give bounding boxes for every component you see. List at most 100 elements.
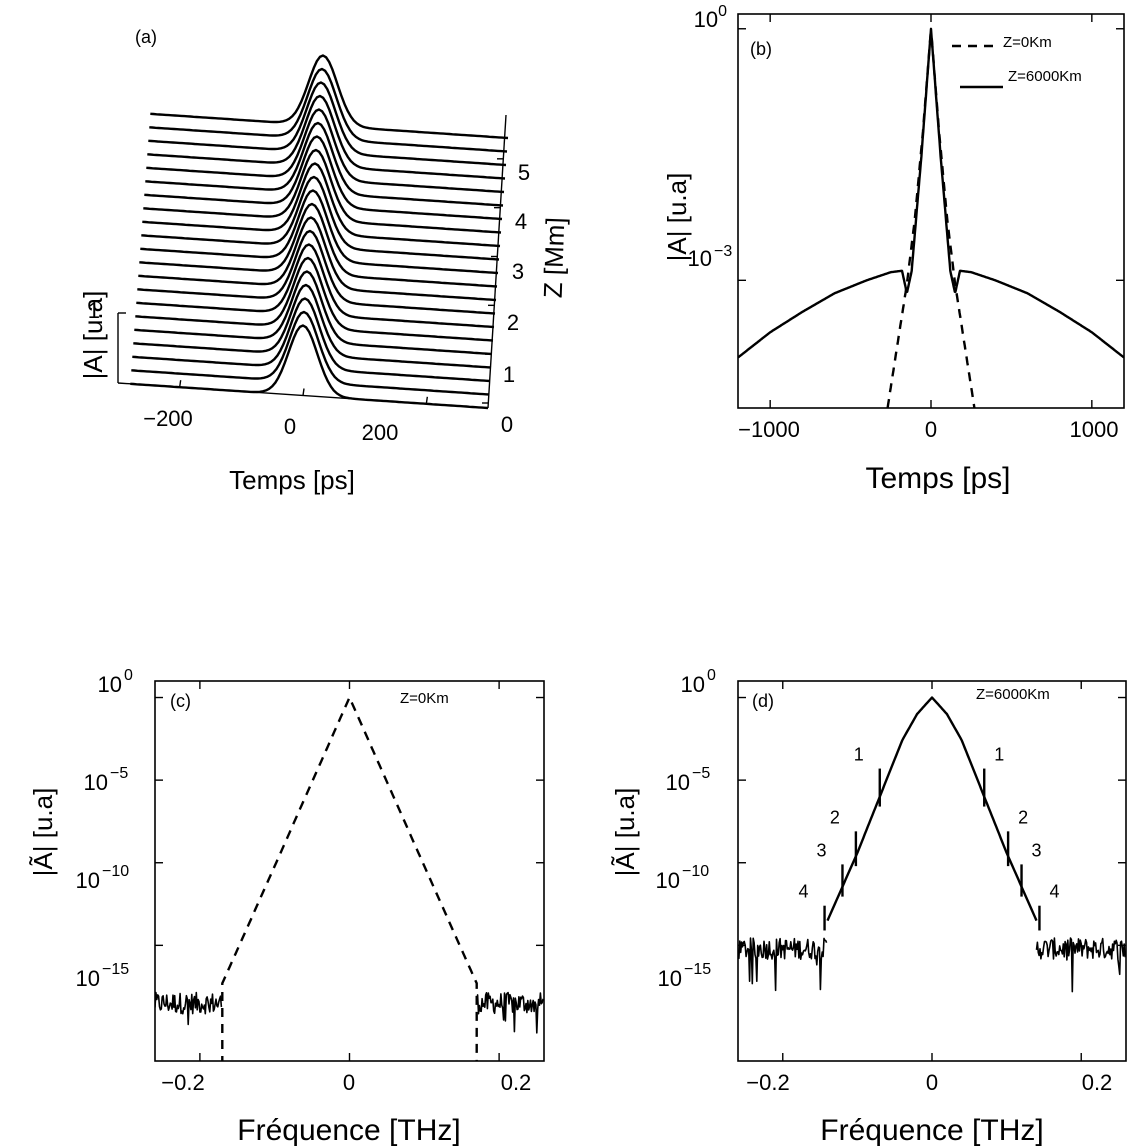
y-axis-label: |Ã| [u.a] xyxy=(28,788,58,877)
z-tick-label: 3 xyxy=(512,259,524,284)
y-tick-exponent: −15 xyxy=(102,961,129,978)
waterfall-trace xyxy=(132,297,491,383)
y-tick-label: 1 xyxy=(88,298,100,323)
y-axis-label: |A| [u.a] xyxy=(662,173,692,262)
sideband-peaks xyxy=(823,768,1041,931)
x-tick-label: −200 xyxy=(143,406,193,431)
sideband-labels: 1 12 23 34 4 xyxy=(799,745,1060,902)
z-tick-label: 4 xyxy=(515,209,527,234)
waterfall-trace xyxy=(142,162,501,248)
waterfall-trace xyxy=(147,94,506,180)
waterfall-trace xyxy=(141,175,500,261)
y-axis-label: |A| [u.a] xyxy=(78,291,108,380)
sideband-label: 2 xyxy=(830,807,840,827)
z-tick-label: 2 xyxy=(507,310,519,335)
panel-a-ticks xyxy=(118,158,503,404)
series-z6000-line xyxy=(738,27,1124,359)
waterfall-trace xyxy=(140,189,499,275)
sideband-label: 1 xyxy=(854,745,864,765)
y-tick-exponent: −10 xyxy=(682,863,709,880)
panel-d-ticks xyxy=(738,681,1126,1061)
x-axis-label: Temps [ps] xyxy=(865,462,1010,495)
panel-c-spectrum-z0: (c) Z=0Km 10 0 10 −5 10 −10 10 −15 −0.2 … xyxy=(28,667,545,1147)
annotation-z6000: Z=6000Km xyxy=(976,686,1050,703)
series-z0-spectrum-line xyxy=(221,696,478,1061)
annotation-z0: Z=0Km xyxy=(400,690,449,707)
x-tick-label: 0 xyxy=(343,1070,355,1095)
x-tick-label: 0 xyxy=(926,1070,938,1095)
z-tick-label: 1 xyxy=(503,362,515,387)
y-tick-exponent: −15 xyxy=(684,961,711,978)
waterfall-trace xyxy=(145,121,504,207)
z-tick-label: 0 xyxy=(501,412,513,437)
waterfall-trace xyxy=(144,135,503,221)
x-tick-label: 0 xyxy=(284,414,296,439)
sideband-label: 2 xyxy=(1018,807,1028,827)
y-tick-base: 10 xyxy=(76,868,100,893)
y-tick-base: 10 xyxy=(666,770,690,795)
noise-floor-line xyxy=(155,991,544,1034)
waterfall-trace xyxy=(134,270,493,356)
y-tick-exponent: 0 xyxy=(707,667,716,684)
panel-b-ticks xyxy=(738,14,1124,408)
waterfall-trace xyxy=(150,54,509,140)
panel-b-time-log-plot: (b) Z=0Km Z=6000Km 100 10 −3 −1000 0 100… xyxy=(662,3,1125,495)
y-tick-base: 100 xyxy=(694,3,727,32)
x-axis-label: Fréquence [THz] xyxy=(237,1114,460,1147)
noise-floor-line xyxy=(738,937,1126,993)
y-axis-label: |Ã| [u.a] xyxy=(610,788,640,877)
panel-c-label: (c) xyxy=(170,691,191,711)
waterfall-curves xyxy=(130,54,509,412)
waterfall-trace xyxy=(139,202,498,288)
legend-label-z6000: Z=6000Km xyxy=(1008,68,1082,85)
plot-frame xyxy=(737,680,1127,1062)
sideband-label: 4 xyxy=(1049,882,1059,902)
x-tick-label: −0.2 xyxy=(746,1070,789,1095)
panel-d-spectrum-z6000: (d) Z=6000Km 1 12 23 34 4 10 0 10 −5 10 −10 … xyxy=(610,667,1127,1147)
panel-d-label: (d) xyxy=(752,691,774,711)
sideband-label: 1 xyxy=(994,745,1004,765)
x-tick-label: −0.2 xyxy=(161,1070,204,1095)
x-axis-label: Temps [ps] xyxy=(229,465,355,495)
waterfall-trace xyxy=(137,229,496,315)
x-axis-label: Fréquence [THz] xyxy=(820,1114,1043,1147)
x-tick-label: −1000 xyxy=(738,417,800,442)
waterfall-trace xyxy=(149,67,508,153)
x-tick-mark xyxy=(178,380,182,388)
y-tick-base: 10 xyxy=(76,966,100,991)
y-tick-base: 10 xyxy=(656,868,680,893)
y-tick-exponent: 0 xyxy=(124,667,133,684)
panel-b-label: (b) xyxy=(750,39,772,59)
x-tick-mark xyxy=(302,388,305,396)
panel-a-label: (a) xyxy=(135,27,157,47)
y-tick-base: 10 xyxy=(84,770,108,795)
x-tick-label: 0.2 xyxy=(1082,1070,1113,1095)
waterfall-trace xyxy=(148,81,507,167)
x-tick-label: 0.2 xyxy=(501,1070,532,1095)
y-tick-base: 10 xyxy=(658,966,682,991)
sideband-label: 4 xyxy=(799,882,809,902)
waterfall-trace xyxy=(131,310,490,396)
x-tick-label: 1000 xyxy=(1070,417,1119,442)
z-tick-label: 5 xyxy=(518,160,530,185)
waterfall-trace xyxy=(135,256,494,342)
waterfall-trace xyxy=(133,283,492,369)
x-tick-label: 200 xyxy=(362,420,399,445)
panel-a-3d-waterfall: (a) 1 −200 0 200 0 1 2 3 4 5 Z [Mm] |A| … xyxy=(78,27,570,495)
z-axis-label: Z [Mm] xyxy=(538,217,571,299)
y-tick-base: 10 xyxy=(688,246,712,271)
legend-label-z0: Z=0Km xyxy=(1003,34,1052,51)
series-z6000-spectrum-line xyxy=(826,696,1038,922)
z-axis-line xyxy=(487,114,507,409)
y-tick-exponent: −3 xyxy=(714,243,732,260)
waterfall-trace xyxy=(138,216,497,302)
sideband-label: 3 xyxy=(1032,840,1042,860)
waterfall-trace xyxy=(143,148,502,234)
sideband-label: 3 xyxy=(816,840,826,860)
series-z0-line xyxy=(886,31,976,408)
y-tick-exponent: −5 xyxy=(110,765,128,782)
y-tick-base: 10 xyxy=(98,672,122,697)
y-tick-base: 10 xyxy=(681,672,705,697)
waterfall-trace xyxy=(136,243,495,329)
